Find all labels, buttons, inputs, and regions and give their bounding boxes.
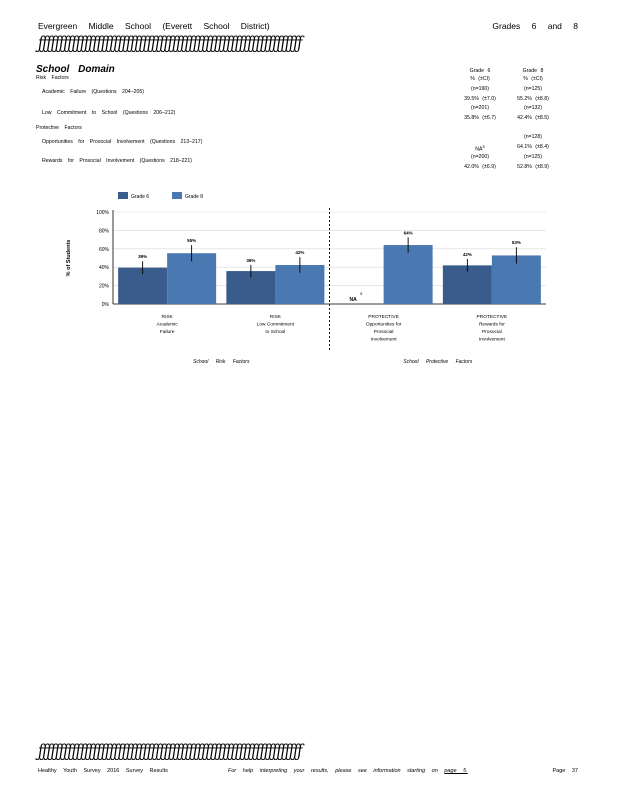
row-value-na: NA5 — [475, 144, 485, 153]
data-label: 42% — [295, 250, 304, 255]
row-value: 64.1% (±8.4) — [517, 144, 549, 150]
y-tick-label: 0% — [102, 302, 110, 308]
na-superscript: 5 — [360, 291, 363, 296]
domain-title: School Domain — [36, 64, 115, 75]
row-n: (n=128) — [523, 134, 543, 140]
data-label: 42% — [463, 252, 472, 257]
x-tick-label: Involvement — [371, 337, 398, 343]
row-n: (n=201) — [470, 105, 490, 111]
grade8-header: Grade 8 — [522, 68, 544, 74]
page-number: Page 37 — [552, 768, 579, 774]
y-axis-label: % of Students — [66, 240, 72, 277]
y-tick-label: 100% — [96, 210, 109, 216]
x-tick-label: Rewards for — [479, 322, 505, 328]
na-footnote: 5 — [482, 144, 485, 149]
grades-label: Grades 6 and 8 — [492, 21, 578, 31]
row-n: (n=125) — [523, 86, 543, 92]
bar-grade-6 — [442, 265, 492, 304]
school-name: Evergreen Middle School (Everett School … — [38, 21, 270, 31]
bottom-separator: ƒƒƒƒƒƒƒƒƒƒƒƒƒƒƒƒƒƒƒƒƒƒƒƒƒƒƒƒƒƒƒƒƒƒƒƒƒƒƒƒ… — [38, 742, 302, 762]
pct-header: % (±CI) — [523, 76, 543, 82]
row-label: Low Commitment to School (Questions 206–… — [42, 110, 176, 116]
y-tick-label: 20% — [99, 284, 110, 290]
row-value: 42.4% (±8.5) — [517, 115, 549, 121]
y-tick-label: 40% — [99, 265, 110, 271]
bar-grade-8 — [167, 253, 217, 304]
row-n: (n=190) — [470, 86, 490, 92]
legend-swatch — [118, 192, 128, 199]
footer-page-link[interactable]: page 5. — [444, 768, 468, 774]
pct-header: % (±CI) — [470, 76, 490, 82]
x-tick-label: Opportunities for — [366, 322, 402, 328]
grade6-header: Grade 6 — [469, 68, 491, 74]
row-value: 35.8% (±6.7) — [464, 115, 496, 121]
legend-swatch — [172, 192, 182, 199]
group-label: School Protective Factors — [403, 359, 472, 365]
chart-svg: 0% 20% 40% 60% 80% 100% % of Students Grade 6 Gr… — [66, 192, 546, 365]
data-label: 55% — [187, 238, 196, 243]
data-label: 39% — [138, 254, 147, 259]
protective-heading: Protective Factors — [36, 125, 82, 131]
top-separator: ƒƒƒƒƒƒƒƒƒƒƒƒƒƒƒƒƒƒƒƒƒƒƒƒƒƒƒƒƒƒƒƒƒƒƒƒƒƒƒƒ… — [38, 34, 302, 54]
data-label: 53% — [512, 240, 521, 245]
x-tick-label: Academic — [157, 322, 179, 328]
x-tick-label: Prosocial — [482, 329, 502, 335]
group-label: School Risk Factors — [193, 359, 250, 365]
x-tick-label: Involvement — [479, 337, 506, 343]
data-label: 64% — [404, 230, 413, 235]
x-tick-label: Failure — [160, 329, 175, 335]
row-value: 52.8% (±8.9) — [517, 164, 549, 170]
row-value: 42.0% (±6.9) — [464, 164, 496, 170]
x-tick-label: RISK — [270, 314, 282, 320]
row-label: Rewards for Prosocial Involvement (Quest… — [42, 158, 193, 164]
x-tick-label: PROTECTIVE — [477, 314, 508, 320]
y-tick-label: 80% — [99, 228, 110, 234]
data-label: 36% — [246, 258, 255, 263]
footer-help: For help interpreting your results, plea… — [228, 768, 468, 774]
y-tick-label: 60% — [99, 247, 110, 253]
bar-chart: 0% 20% 40% 60% 80% 100% % of Students Grade 6 Gr… — [0, 180, 618, 380]
footer-survey: Healthy Youth Survey 2016 Survey Results — [38, 768, 168, 774]
row-n: (n=125) — [523, 154, 543, 160]
row-n: (n=132) — [523, 105, 543, 111]
row-value: 55.2% (±8.8) — [517, 96, 549, 102]
data-label-na: NA — [350, 297, 358, 303]
bar-grade-8 — [383, 245, 433, 304]
footer-help-text: For help interpreting your results, plea… — [228, 768, 438, 774]
risk-heading: Risk Factors — [36, 75, 69, 81]
x-tick-label: PROTECTIVE — [368, 314, 399, 320]
x-tick-label: RISK — [162, 314, 174, 320]
row-label: Opportunities for Prosocial Involvement … — [42, 139, 203, 145]
row-n: (n=200) — [470, 154, 490, 160]
row-value: 39.5% (±7.0) — [464, 96, 496, 102]
legend-label: Grade 8 — [185, 194, 203, 200]
row-label: Academic Failure (Questions 204–205) — [42, 89, 144, 95]
x-tick-label: Low Commitment — [257, 322, 295, 328]
x-tick-label: Prosocial — [374, 329, 394, 335]
legend-label: Grade 6 — [131, 194, 149, 200]
x-tick-label: to School — [265, 329, 285, 335]
